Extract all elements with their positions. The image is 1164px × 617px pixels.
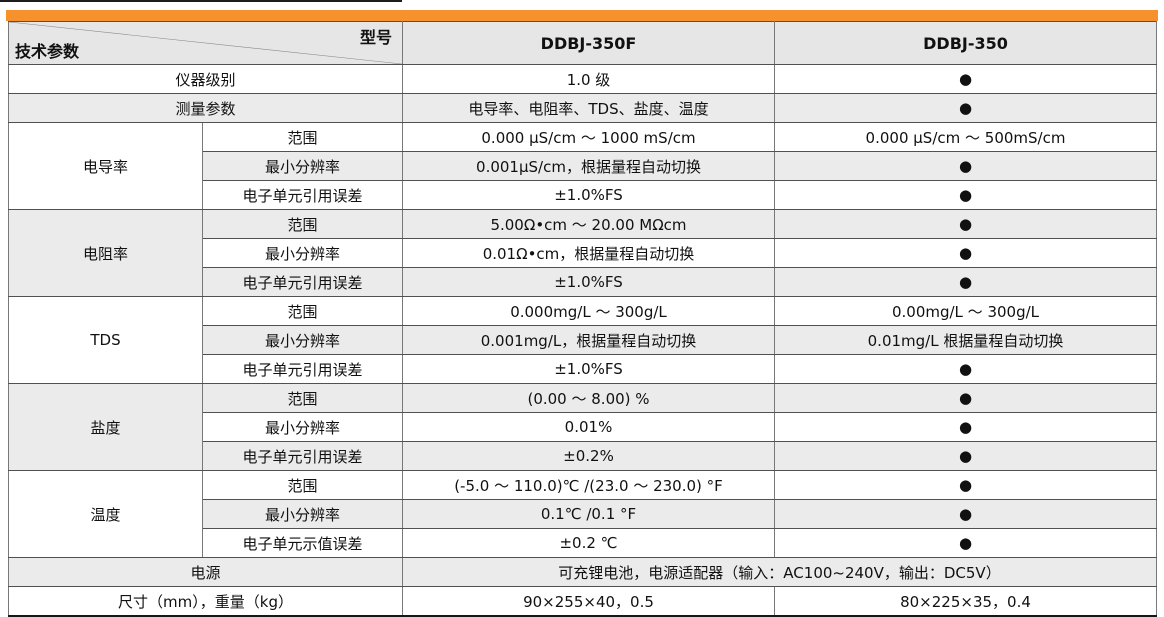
- group-label-resistivity: 电阻率: [8, 209, 203, 297]
- group-label-salinity: 盐度: [8, 383, 203, 471]
- value-350: 0.00mg/L ～ 300g/L: [774, 296, 1157, 326]
- value-350: ●: [774, 441, 1157, 471]
- accent-bar: [6, 10, 1158, 21]
- value-350: ●: [774, 180, 1157, 210]
- spec-name: 最小分辨率: [202, 412, 403, 442]
- value-350: ●: [774, 412, 1157, 442]
- row-measured-params: 测量参数 电导率、电阻率、TDS、盐度、温度 ●: [8, 93, 1157, 123]
- value-350: ●: [774, 470, 1157, 500]
- header-row: 型号 技术参数 DDBJ-350F DDBJ-350: [8, 21, 1157, 65]
- row-conductivity-range: 电导率 范围 0.000 μS/cm ～ 1000 mS/cm 0.000 μS…: [8, 122, 1157, 210]
- spec-name: 最小分辨率: [202, 325, 403, 355]
- group-label-temperature: 温度: [8, 470, 203, 558]
- row-label: 仪器级别: [8, 64, 403, 94]
- value-350f: (0.00 ～ 8.00) %: [402, 383, 775, 413]
- spec-name: 最小分辨率: [202, 499, 403, 529]
- corner-label-tech-params: 技术参数: [15, 42, 80, 61]
- value-350f: ±0.2%: [402, 441, 775, 471]
- value-350: ●: [774, 383, 1157, 413]
- diagonal-divider: [11, 22, 400, 64]
- value-350f: 0.000mg/L ～ 300g/L: [402, 296, 775, 326]
- value-350f: ±1.0%FS: [402, 354, 775, 384]
- spec-name: 范围: [202, 209, 403, 239]
- value-350: ●: [774, 209, 1157, 239]
- value-350: ●: [774, 238, 1157, 268]
- page-top-rule: [0, 0, 402, 2]
- value-350f: 5.00Ω•cm ～ 20.00 MΩcm: [402, 209, 775, 239]
- row-label: 尺寸（mm），重量（kg）: [8, 586, 403, 617]
- value-350: 0.000 μS/cm ～ 500mS/cm: [774, 122, 1157, 152]
- value-350f: 0.1℃ /0.1 °F: [402, 499, 775, 529]
- row-label: 电源: [8, 557, 403, 587]
- value-350: ●: [774, 354, 1157, 384]
- spec-name: 电子单元引用误差: [202, 441, 403, 471]
- value-350f: 0.01Ω•cm，根据量程自动切换: [402, 238, 775, 268]
- value-350f: (-5.0 ～ 110.0)℃ /(23.0 ～ 230.0) °F: [402, 470, 775, 500]
- value-350f: ±0.2 ℃: [402, 528, 775, 558]
- value-350f: ±1.0%FS: [402, 267, 775, 297]
- spec-name: 最小分辨率: [202, 151, 403, 181]
- row-temperature-range: 温度 范围 (-5.0 ～ 110.0)℃ /(23.0 ～ 230.0) °F…: [8, 470, 1157, 558]
- row-tds-range: TDS 范围 0.000mg/L ～ 300g/L 0.00mg/L ～ 300…: [8, 296, 1157, 384]
- row-resistivity-error: 电子单元引用误差 ±1.0%FS ●: [9, 267, 1157, 297]
- row-label: 测量参数: [8, 93, 403, 123]
- spec-table: 型号 技术参数 DDBJ-350F DDBJ-350 仪器级别 1.0 级 ● …: [8, 21, 1157, 617]
- value-350: ●: [774, 499, 1157, 529]
- value-350: ●: [774, 267, 1157, 297]
- value-350: ●: [774, 64, 1157, 94]
- value-350f: 电导率、电阻率、TDS、盐度、温度: [402, 93, 775, 123]
- value-350f: 90×255×40，0.5: [402, 586, 775, 617]
- value-350f: 0.001μS/cm，根据量程自动切换: [402, 151, 775, 181]
- spec-name: 范围: [202, 470, 403, 500]
- spec-name: 范围: [202, 296, 403, 326]
- spec-name: 范围: [202, 122, 403, 152]
- value-350: ●: [774, 528, 1157, 558]
- value-350: 80×225×35，0.4: [774, 586, 1157, 617]
- value-350f: ±1.0%FS: [402, 180, 775, 210]
- row-size-weight: 尺寸（mm），重量（kg） 90×255×40，0.5 80×225×35，0.…: [8, 586, 1157, 617]
- value-350: ●: [774, 93, 1157, 123]
- value-350: ●: [774, 151, 1157, 181]
- row-instrument-grade: 仪器级别 1.0 级 ●: [8, 64, 1157, 94]
- row-temperature-resolution: 最小分辨率 0.1℃ /0.1 °F ●: [9, 499, 1157, 529]
- value-350f: 1.0 级: [402, 64, 775, 94]
- corner-cell: 型号 技术参数: [8, 21, 403, 65]
- value-350: 0.01mg/L 根据量程自动切换: [774, 325, 1157, 355]
- column-header-ddbj-350: DDBJ-350: [774, 21, 1157, 65]
- value-350f: 0.001mg/L，根据量程自动切换: [402, 325, 775, 355]
- spec-name: 最小分辨率: [202, 238, 403, 268]
- row-power: 电源 可充锂电池，电源适配器（输入：AC100~240V，输出：DC5V）: [8, 557, 1157, 587]
- column-header-ddbj-350f: DDBJ-350F: [402, 21, 775, 65]
- spec-name: 电子单元示值误差: [202, 528, 403, 558]
- spec-name: 范围: [202, 383, 403, 413]
- spec-name: 电子单元引用误差: [202, 354, 403, 384]
- value-350f: 0.000 μS/cm ～ 1000 mS/cm: [402, 122, 775, 152]
- row-tds-error: 电子单元引用误差 ±1.0%FS ●: [9, 354, 1157, 384]
- row-salinity-resolution: 最小分辨率 0.01% ●: [9, 412, 1157, 442]
- spec-name: 电子单元引用误差: [202, 180, 403, 210]
- row-salinity-error: 电子单元引用误差 ±0.2% ●: [9, 441, 1157, 471]
- group-label-conductivity: 电导率: [8, 122, 203, 210]
- corner-label-model: 型号: [359, 28, 392, 47]
- group-label-tds: TDS: [8, 296, 203, 384]
- row-resistivity-range: 电阻率 范围 5.00Ω•cm ～ 20.00 MΩcm ●: [8, 209, 1157, 297]
- row-salinity-range: 盐度 范围 (0.00 ～ 8.00) % ●: [8, 383, 1157, 471]
- power-value: 可充锂电池，电源适配器（输入：AC100~240V，输出：DC5V）: [402, 557, 1157, 587]
- spec-name: 电子单元引用误差: [202, 267, 403, 297]
- value-350f: 0.01%: [402, 412, 775, 442]
